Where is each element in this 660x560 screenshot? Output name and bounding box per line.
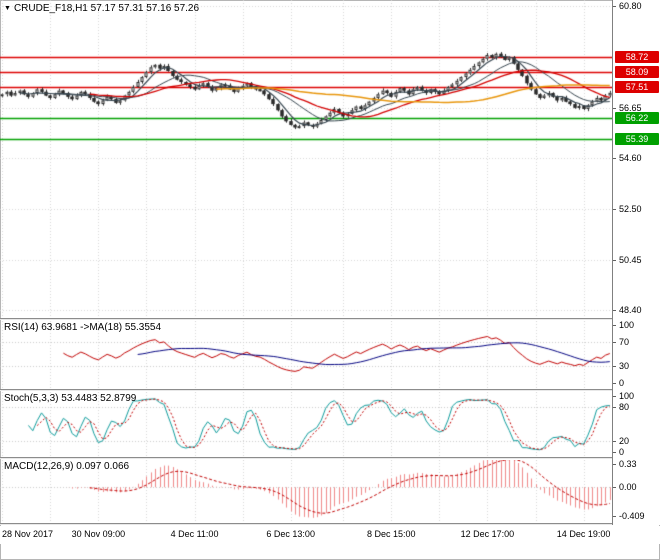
time-axis-label: 30 Nov 09:00: [71, 529, 126, 539]
stoch-indicator-label: Stoch(5,3,3) 53.4483 52.8799: [4, 393, 137, 404]
macd-axis-label: -0.409: [619, 511, 645, 521]
stoch-panel-canvas[interactable]: [0, 392, 612, 457]
axis-tick-mark: [613, 209, 616, 211]
macd-axis-label: 0.00: [619, 482, 637, 493]
axis-tick-mark: [613, 407, 616, 409]
axis-tick-mark: [613, 452, 616, 453]
price-level-badge: 58.09: [615, 66, 659, 79]
axis-tick-mark: [613, 342, 616, 344]
price-axis-label: 60.80: [619, 1, 642, 11]
price-level-badge: 55.39: [615, 132, 659, 145]
axis-tick-mark: [613, 107, 616, 109]
axis-tick-mark: [613, 383, 616, 384]
axis-tick-mark: [613, 325, 616, 326]
price-axis: 60.80 56.65 54.60 52.50 50.45 48.40 58.72 58.09…: [612, 0, 660, 525]
macd-panel-canvas[interactable]: [0, 460, 612, 523]
stoch-axis-label: 20: [619, 435, 630, 446]
panel-separator[interactable]: [0, 318, 660, 320]
rsi-axis-label: 100: [619, 320, 635, 330]
price-axis-label: 52.50: [619, 204, 642, 215]
axis-tick-mark: [613, 487, 616, 489]
time-axis-label: 8 Dec 15:00: [366, 529, 416, 539]
macd-axis-label: 0.33: [619, 459, 637, 469]
panel-separator[interactable]: [0, 457, 660, 459]
price-axis-label: 56.65: [619, 102, 642, 113]
rsi-axis-label: 0: [619, 378, 625, 388]
time-axis-label: 6 Dec 13:00: [266, 529, 315, 539]
price-axis-label: 48.40: [619, 305, 642, 315]
macd-indicator-label: MACD(12,26,9) 0.097 0.066: [4, 461, 130, 472]
axis-tick-mark: [613, 365, 616, 367]
time-axis-label: 28 Nov 2017: [2, 529, 54, 539]
rsi-indicator-label: RSI(14) 63.9681 ->MA(18) 55.3554: [4, 322, 162, 333]
axis-tick-mark: [613, 310, 616, 311]
axis-tick-mark: [613, 516, 616, 517]
price-chart-canvas[interactable]: [0, 0, 612, 318]
panel-separator[interactable]: [0, 389, 660, 391]
rsi-axis-label: 30: [619, 360, 630, 371]
axis-tick-mark: [613, 440, 616, 442]
stoch-axis-label: 0: [619, 447, 625, 457]
chart-title: ▼ CRUDE_F18,H1 57.17 57.31 57.16 57.26: [4, 3, 199, 14]
axis-tick-mark: [613, 396, 616, 397]
time-axis-label: 12 Dec 17:00: [460, 529, 515, 539]
chart-title-text: CRUDE_F18,H1 57.17 57.31 57.16 57.26: [13, 3, 200, 14]
axis-tick-mark: [613, 6, 616, 7]
stoch-axis-label: 100: [619, 391, 635, 401]
price-level-badge: 56.22: [615, 112, 659, 125]
chart-dropdown-icon: ▼: [4, 5, 11, 12]
stoch-axis-label: 80: [619, 402, 630, 413]
price-axis-label: 54.60: [619, 153, 642, 163]
axis-tick-mark: [613, 464, 616, 465]
price-axis-label: 50.45: [619, 254, 642, 265]
rsi-panel-canvas[interactable]: [0, 321, 612, 389]
axis-tick-mark: [613, 158, 616, 159]
axis-tick-mark: [613, 259, 616, 261]
time-axis: 28 Nov 2017 30 Nov 09:00 4 Dec 11:00 6 Dec …: [0, 526, 660, 544]
time-axis-label: 14 Dec 19:00: [556, 529, 611, 539]
rsi-axis-label: 70: [619, 337, 630, 348]
time-axis-label: 4 Dec 11:00: [170, 529, 219, 539]
price-level-badge: 58.72: [615, 50, 659, 63]
price-level-badge: 57.51: [615, 80, 659, 93]
panel-separator[interactable]: [0, 523, 660, 525]
